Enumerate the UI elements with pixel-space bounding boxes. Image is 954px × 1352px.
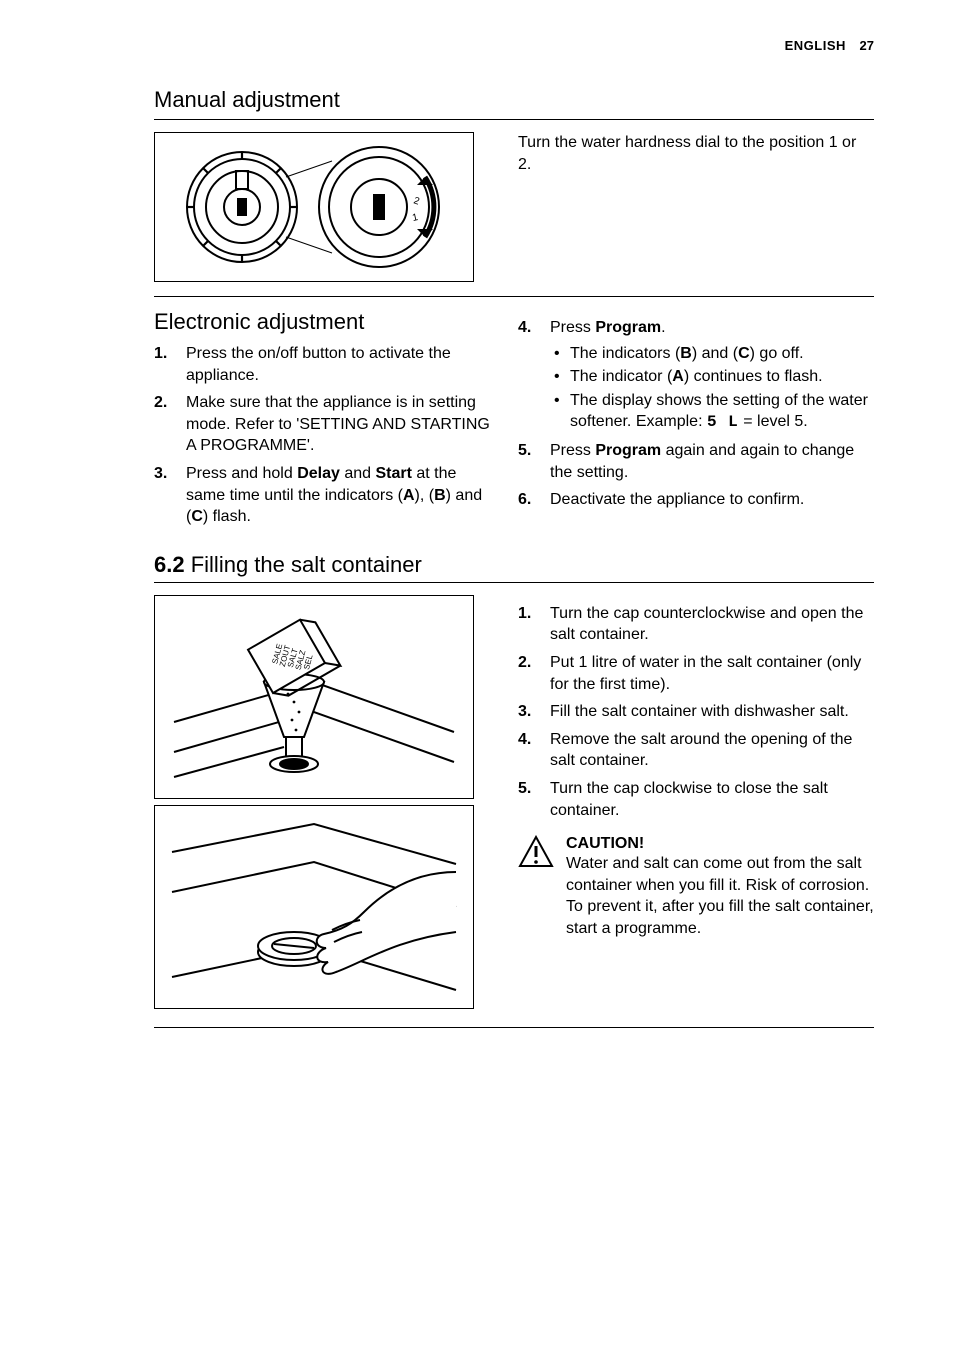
salt-section-title: Filling the salt container [191, 552, 422, 577]
svg-text:2: 2 [412, 195, 421, 207]
electronic-steps-left: Press the on/off button to activate the … [154, 343, 494, 528]
list-item: The indicators (B) and (C) go off. [550, 343, 874, 365]
list-item: Fill the salt container with dishwasher … [518, 701, 874, 723]
manual-adjustment-heading: Manual adjustment [154, 87, 874, 113]
caution-icon [518, 835, 554, 939]
list-item: Remove the salt around the opening of th… [518, 729, 874, 772]
rule [154, 1027, 874, 1028]
list-item: Press Program.The indicators (B) and (C)… [518, 317, 874, 434]
list-item: The display shows the setting of the wat… [550, 390, 874, 434]
salt-steps: Turn the cap counterclockwise and open t… [518, 603, 874, 821]
electronic-adjustment-heading: Electronic adjustment [154, 309, 494, 335]
electronic-steps-right: Press Program.The indicators (B) and (C)… [518, 317, 874, 511]
manual-adjustment-text: Turn the water hardness dial to the posi… [518, 132, 874, 175]
list-item: Put 1 litre of water in the salt contain… [518, 652, 874, 695]
list-item: Make sure that the appliance is in setti… [154, 392, 494, 457]
caution-title: CAUTION! [566, 835, 874, 853]
list-item: The indicator (A) continues to flash. [550, 366, 874, 388]
list-item: Turn the cap counterclockwise and open t… [518, 603, 874, 646]
list-item: Press and hold Delay and Start at the sa… [154, 463, 494, 528]
salt-cap-figure [154, 805, 474, 1009]
salt-section-number: 6.2 [154, 552, 185, 577]
list-item: Press Program again and again to change … [518, 440, 874, 483]
list-item: Deactivate the appliance to confirm. [518, 489, 874, 511]
salt-heading: 6.2 Filling the salt container [154, 552, 874, 578]
caution-body: Water and salt can come out from the sal… [566, 853, 874, 939]
salt-pour-figure: SALEZOUTSALTSALZSEL [154, 595, 474, 799]
list-item: Press the on/off button to activate the … [154, 343, 494, 386]
dial-figure: 2 1 [154, 132, 474, 282]
rule [154, 119, 874, 120]
page-number: 27 [860, 38, 874, 53]
rule [154, 296, 874, 297]
language-label: ENGLISH [785, 38, 846, 53]
rule [154, 582, 874, 583]
caution-block: CAUTION! Water and salt can come out fro… [518, 835, 874, 939]
list-item: Turn the cap clockwise to close the salt… [518, 778, 874, 821]
svg-text:1: 1 [411, 212, 419, 224]
page-header: ENGLISH 27 [154, 38, 874, 53]
